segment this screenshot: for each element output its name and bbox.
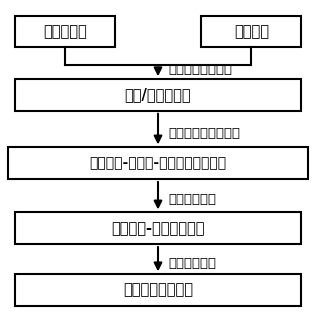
FancyBboxPatch shape	[201, 16, 301, 47]
Text: 铁盐溶液: 铁盐溶液	[234, 24, 269, 39]
FancyBboxPatch shape	[15, 16, 115, 47]
FancyBboxPatch shape	[15, 274, 301, 306]
Text: 碳纳米笼-纳米管-残余模板复合材料: 碳纳米笼-纳米管-残余模板复合材料	[89, 156, 226, 170]
Text: 两段式化学气相沉积: 两段式化学气相沉积	[168, 126, 240, 140]
Text: 等体积浸渍碱: 等体积浸渍碱	[168, 257, 216, 269]
Text: 稀盐酸去模板: 稀盐酸去模板	[168, 193, 216, 206]
Text: 碳纳米笼-纳米管复合物: 碳纳米笼-纳米管复合物	[111, 221, 205, 236]
FancyBboxPatch shape	[8, 147, 308, 179]
Text: 纳米碳酸钙: 纳米碳酸钙	[43, 24, 87, 39]
FancyBboxPatch shape	[15, 79, 301, 111]
Text: 无金属脱硫催化剂: 无金属脱硫催化剂	[123, 283, 193, 298]
Text: 铁盐/碳酸钙模板: 铁盐/碳酸钙模板	[125, 87, 191, 102]
Text: 浸渍，过滤，干燥: 浸渍，过滤，干燥	[168, 63, 232, 76]
FancyBboxPatch shape	[15, 212, 301, 244]
